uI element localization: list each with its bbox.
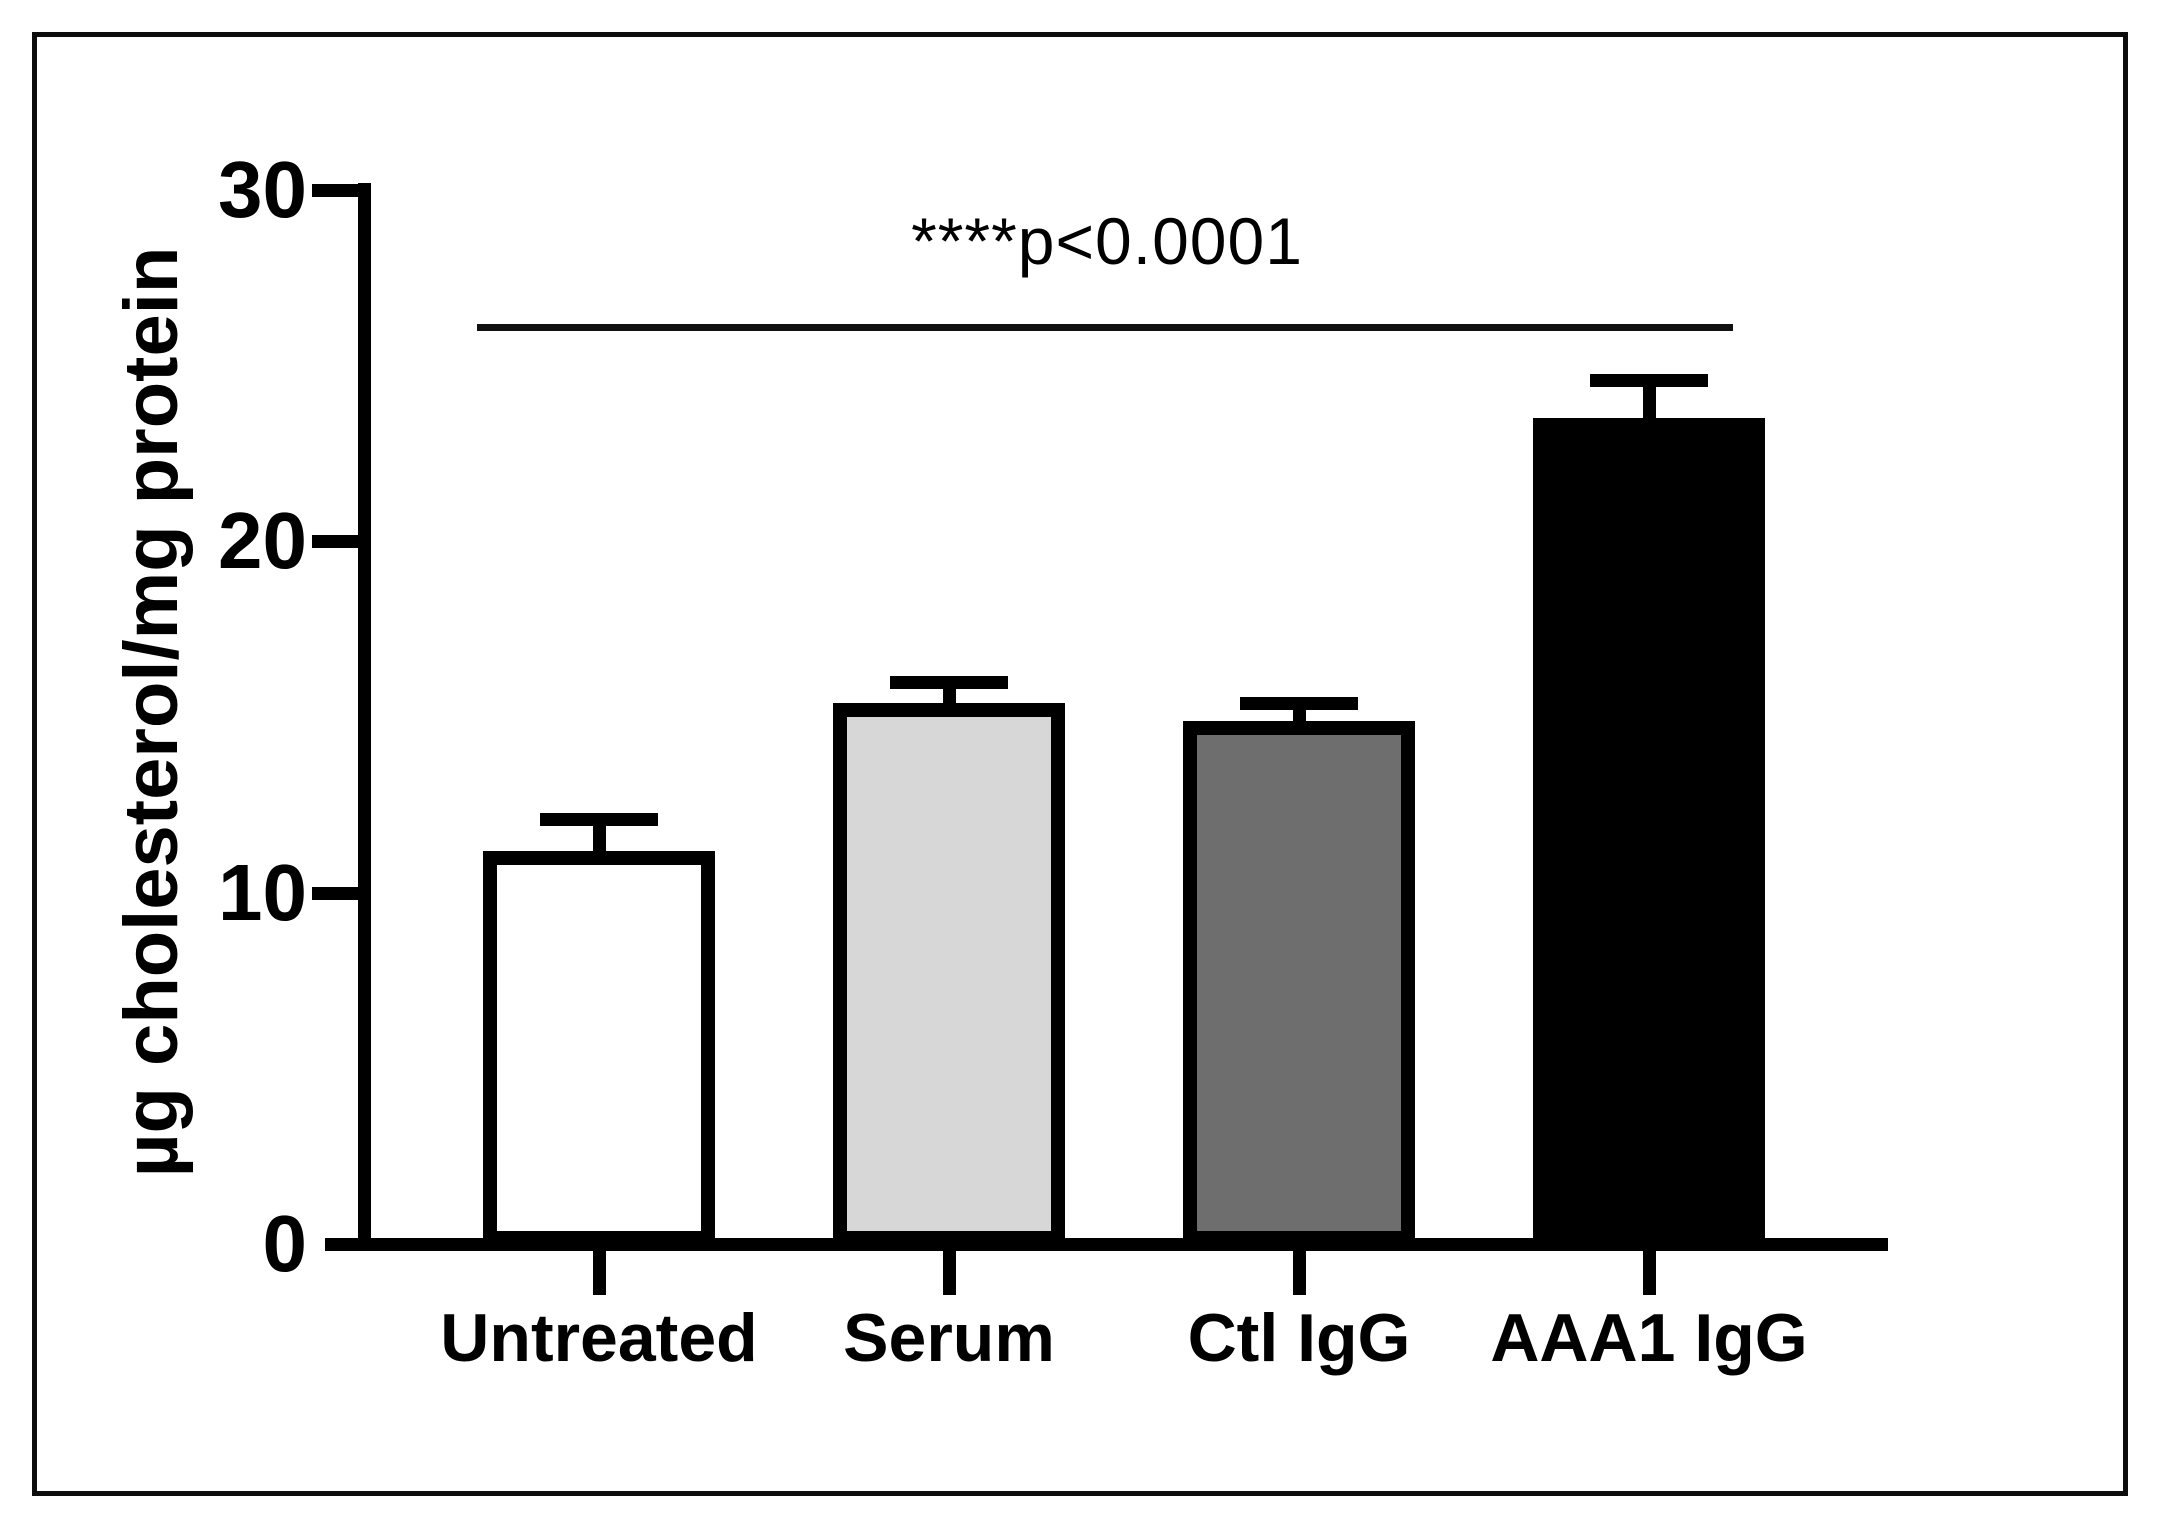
significance-line bbox=[477, 324, 1733, 331]
error-bar-stem bbox=[593, 818, 606, 861]
significance-annotation: ****p<0.0001 bbox=[911, 204, 1303, 278]
error-bar-cap bbox=[890, 675, 1008, 689]
y-axis-title: µg cholesterol/mg protein bbox=[109, 246, 194, 1178]
bar-ctl-igg bbox=[1183, 720, 1415, 1245]
bar-aaa1-igg bbox=[1533, 418, 1765, 1245]
x-category-label: Untreated bbox=[440, 1300, 758, 1376]
y-tick bbox=[312, 535, 358, 549]
y-tick bbox=[312, 886, 358, 900]
x-category-label: Ctl IgG bbox=[1187, 1300, 1411, 1376]
y-tick-label: 30 bbox=[218, 145, 307, 234]
x-category-label: AAA1 IgG bbox=[1490, 1300, 1808, 1376]
x-axis-line bbox=[325, 1238, 1888, 1251]
x-tick bbox=[593, 1251, 606, 1295]
error-bar-stem bbox=[1643, 379, 1656, 429]
error-bar-cap bbox=[1590, 373, 1708, 387]
y-axis-line bbox=[358, 183, 371, 1250]
x-tick bbox=[943, 1251, 956, 1295]
bar-untreated bbox=[483, 850, 715, 1245]
x-tick bbox=[1293, 1251, 1306, 1295]
figure-border bbox=[32, 32, 2128, 1496]
y-tick-label: 0 bbox=[262, 1199, 308, 1288]
error-bar-cap bbox=[1240, 696, 1358, 710]
error-bar-cap bbox=[540, 812, 658, 826]
y-tick-label: 20 bbox=[218, 496, 307, 586]
x-tick bbox=[1643, 1251, 1656, 1295]
bar-serum bbox=[833, 702, 1065, 1245]
y-tick bbox=[312, 184, 358, 197]
y-tick-label: 10 bbox=[218, 847, 307, 937]
x-category-label: Serum bbox=[843, 1300, 1055, 1376]
